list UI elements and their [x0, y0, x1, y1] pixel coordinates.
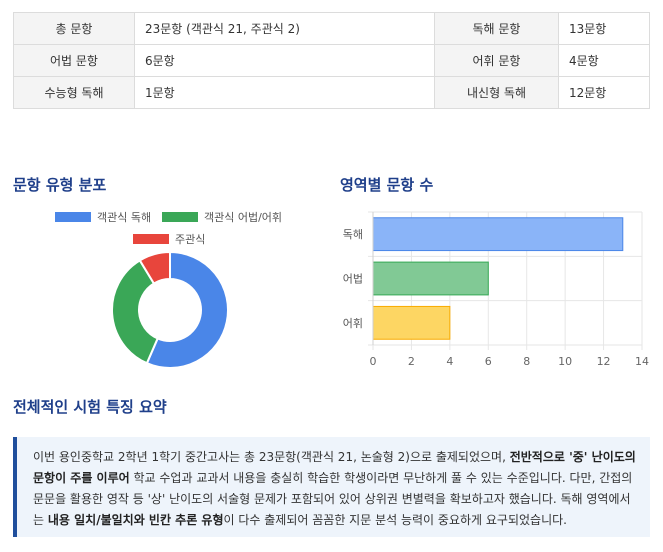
stats-value: 13문항: [558, 12, 650, 45]
summary-text-2: 학교 수업과 교과서 내용을 충실히 학습한 학생이라면 무난하게 풀 수 있는…: [33, 471, 633, 527]
summary-bold-2: 내용 일치/불일치와 빈칸 추론 유형: [47, 513, 224, 527]
bar-1[interactable]: [372, 261, 489, 296]
bar-section-title: 영역별 문항 수: [340, 176, 434, 194]
bar-category-label: 어법: [343, 273, 363, 286]
bar-x-tick-label: 12: [597, 355, 611, 368]
legend-label: 주관식: [175, 233, 206, 246]
bar-x-tick-label: 10: [558, 355, 572, 368]
stats-row: 어법 문항 6문항 어휘 문항 4문항: [13, 44, 650, 77]
stats-value: 12문항: [558, 76, 650, 109]
bar-x-tick-label: 4: [446, 355, 453, 368]
bar-x-tick-label: 0: [370, 355, 377, 368]
stats-label: 어휘 문항: [434, 44, 559, 77]
legend-swatch: [55, 212, 91, 222]
legend-item-objective-reading[interactable]: 객관식 독해: [55, 209, 151, 225]
bar-0[interactable]: [372, 217, 624, 252]
legend-item-subjective[interactable]: 주관식: [133, 231, 205, 247]
summary-text-1: 이번 용인중학교 2학년 1학기 중간고사는 총 23문항(객관식 21, 논술…: [33, 450, 510, 464]
stats-label: 수능형 독해: [13, 76, 135, 109]
bar-x-tick-label: 14: [635, 355, 649, 368]
stats-value: 1문항: [134, 76, 435, 109]
stats-row: 수능형 독해 1문항 내신형 독해 12문항: [13, 76, 650, 109]
bar-category-label: 어휘: [343, 317, 363, 330]
bar-x-tick-label: 6: [485, 355, 492, 368]
stats-label: 총 문항: [13, 12, 135, 45]
stats-row: 총 문항 23문항 (객관식 21, 주관식 2) 독해 문항 13문항: [13, 12, 650, 45]
legend-swatch: [133, 234, 169, 244]
stats-value: 23문항 (객관식 21, 주관식 2): [134, 12, 435, 45]
pie-slice-2[interactable]: [138, 250, 171, 285]
pie-section-title: 문항 유형 분포: [13, 176, 107, 194]
pie-slice-1[interactable]: [111, 259, 159, 365]
summary-bold-1: 전반적으로 '중' 난이도의 문항이 주를 이루어: [33, 450, 636, 485]
legend-label: 객관식 독해: [97, 211, 152, 224]
legend-label: 객관식 어법/어휘: [204, 211, 283, 224]
question-type-donut-chart: [111, 250, 229, 369]
summary-text-3: 이 다수 출제되어 꼼꼼한 지문 분석 능력이 중요하게 요구되었습니다.: [223, 513, 567, 527]
legend-swatch: [162, 212, 198, 222]
bar-x-tick-label: 8: [523, 355, 530, 368]
stats-label: 독해 문항: [434, 12, 559, 45]
stats-value: 4문항: [558, 44, 650, 77]
legend-item-objective-grammar-vocab[interactable]: 객관식 어법/어휘: [162, 209, 282, 225]
summary-title: 전체적인 시험 특징 요약: [13, 398, 167, 416]
exam-stats-table: 총 문항 23문항 (객관식 21, 주관식 2) 독해 문항 13문항 어법 문항 6문…: [13, 12, 650, 109]
bar-category-label: 독해: [343, 227, 363, 241]
bar-x-tick-label: 2: [408, 355, 415, 368]
stats-label: 어법 문항: [13, 44, 135, 77]
summary-box: 이번 용인중학교 2학년 1학기 중간고사는 총 23문항(객관식 21, 논술…: [13, 437, 650, 537]
pie-slice-0[interactable]: [145, 250, 229, 369]
bar-2[interactable]: [372, 305, 451, 340]
stats-value: 6문항: [134, 44, 435, 77]
stats-label: 내신형 독해: [434, 76, 559, 109]
